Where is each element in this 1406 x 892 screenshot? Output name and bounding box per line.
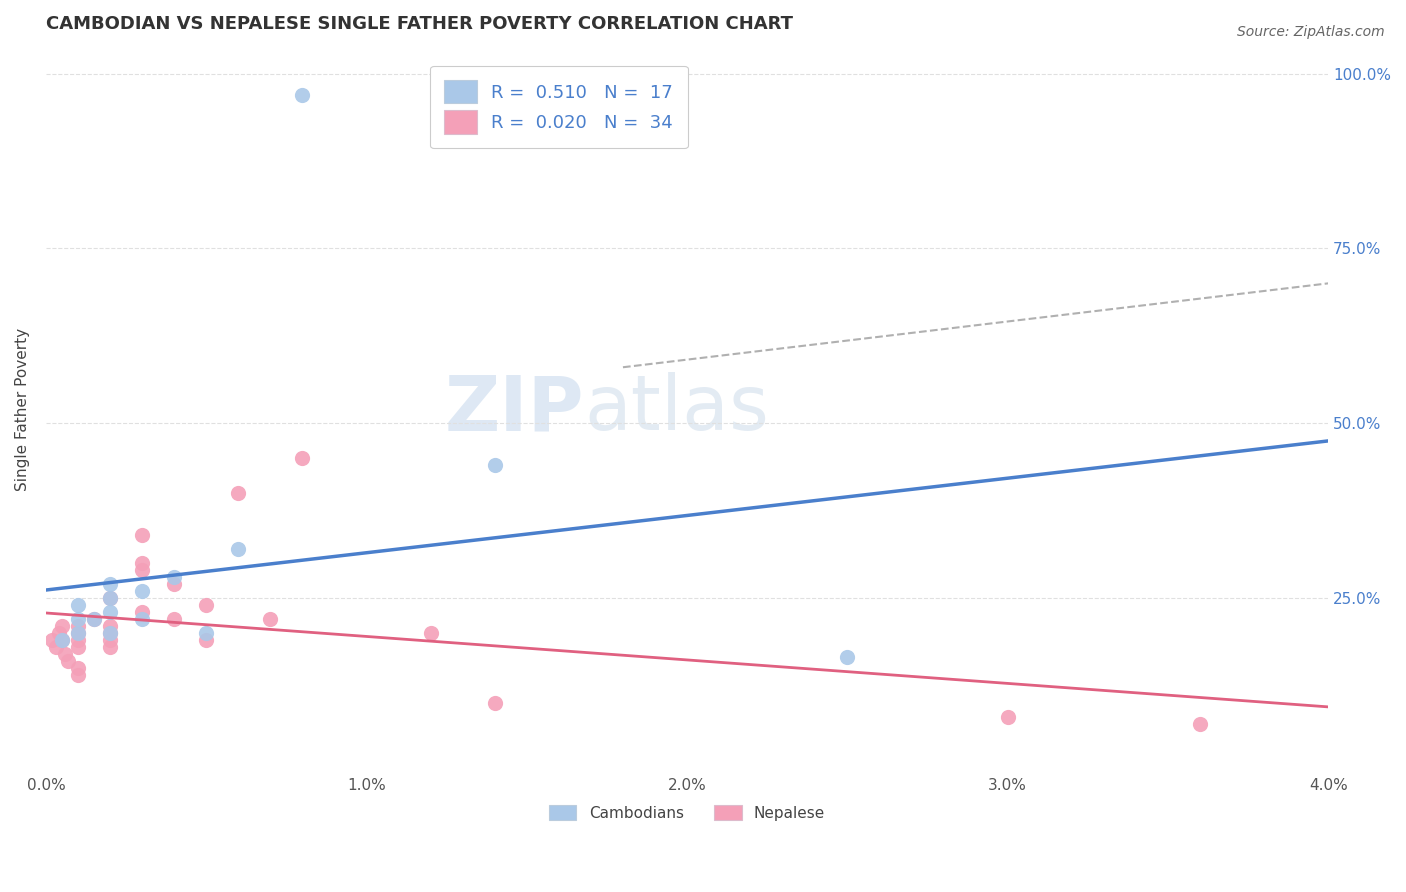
- Point: [419, 626, 441, 640]
- Point: [66, 598, 89, 612]
- Point: [98, 619, 121, 633]
- Point: [997, 710, 1019, 724]
- Point: [131, 528, 153, 542]
- Point: [66, 612, 89, 626]
- Point: [291, 451, 314, 466]
- Point: [41, 632, 63, 647]
- Point: [98, 605, 121, 619]
- Point: [163, 612, 186, 626]
- Point: [163, 570, 186, 584]
- Point: [66, 626, 89, 640]
- Point: [83, 612, 105, 626]
- Point: [131, 605, 153, 619]
- Point: [98, 591, 121, 605]
- Point: [837, 650, 859, 665]
- Point: [131, 556, 153, 570]
- Text: Source: ZipAtlas.com: Source: ZipAtlas.com: [1237, 25, 1385, 39]
- Point: [195, 632, 218, 647]
- Point: [226, 541, 249, 556]
- Point: [484, 696, 506, 710]
- Point: [48, 626, 70, 640]
- Point: [98, 626, 121, 640]
- Point: [98, 591, 121, 605]
- Point: [66, 626, 89, 640]
- Point: [195, 598, 218, 612]
- Point: [66, 619, 89, 633]
- Point: [291, 87, 314, 102]
- Point: [51, 632, 73, 647]
- Y-axis label: Single Father Poverty: Single Father Poverty: [15, 327, 30, 491]
- Point: [131, 612, 153, 626]
- Point: [66, 661, 89, 675]
- Text: atlas: atlas: [585, 372, 769, 446]
- Point: [98, 626, 121, 640]
- Point: [51, 632, 73, 647]
- Point: [259, 612, 281, 626]
- Text: ZIP: ZIP: [444, 372, 585, 446]
- Point: [98, 632, 121, 647]
- Point: [484, 458, 506, 472]
- Point: [226, 486, 249, 500]
- Point: [66, 668, 89, 682]
- Text: CAMBODIAN VS NEPALESE SINGLE FATHER POVERTY CORRELATION CHART: CAMBODIAN VS NEPALESE SINGLE FATHER POVE…: [46, 15, 793, 33]
- Point: [66, 640, 89, 654]
- Point: [1188, 716, 1211, 731]
- Point: [53, 647, 76, 661]
- Point: [66, 632, 89, 647]
- Legend: Cambodians, Nepalese: Cambodians, Nepalese: [543, 798, 831, 827]
- Point: [163, 577, 186, 591]
- Point: [131, 584, 153, 599]
- Point: [51, 619, 73, 633]
- Point: [58, 654, 80, 668]
- Point: [98, 577, 121, 591]
- Point: [83, 612, 105, 626]
- Point: [45, 640, 67, 654]
- Point: [98, 640, 121, 654]
- Point: [195, 626, 218, 640]
- Point: [131, 563, 153, 577]
